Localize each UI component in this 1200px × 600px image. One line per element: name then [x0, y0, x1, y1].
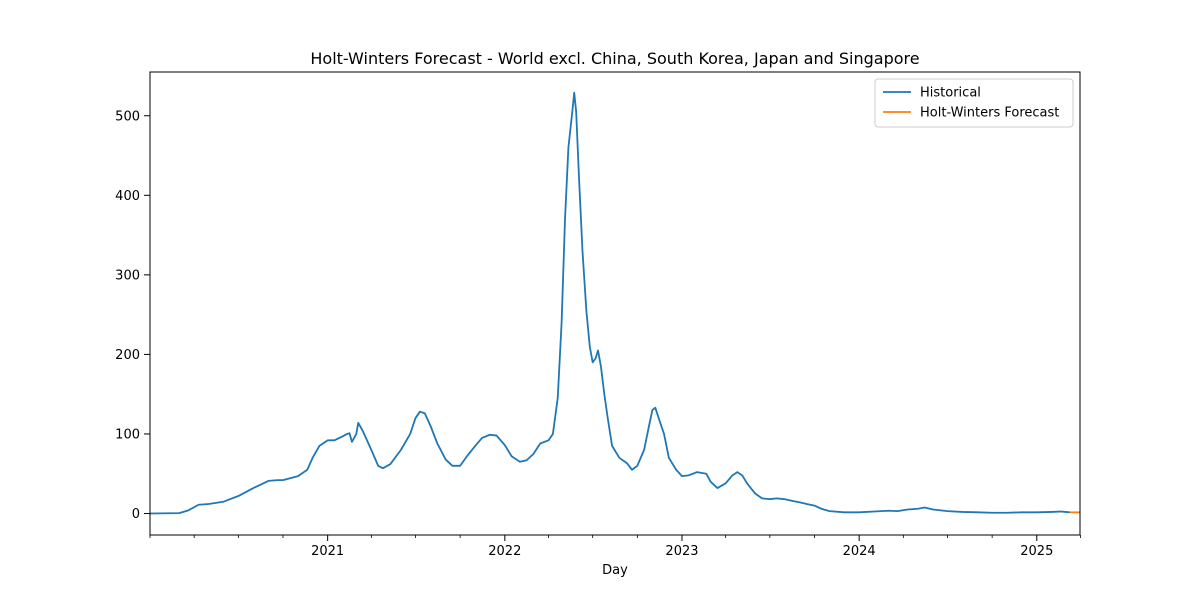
x-tick-label: 2024	[843, 544, 876, 559]
y-tick-label: 200	[115, 348, 140, 363]
y-tick-label: 500	[115, 109, 140, 124]
legend-label-0: Historical	[920, 86, 981, 101]
chart-title: Holt-Winters Forecast - World excl. Chin…	[310, 49, 919, 68]
x-axis-label: Day	[602, 563, 628, 578]
y-tick-label: 300	[115, 268, 140, 283]
series-line-0	[149, 91, 1070, 515]
x-tick-label: 2025	[1020, 544, 1053, 559]
legend-label-1: Holt-Winters Forecast	[920, 106, 1059, 121]
x-tick-label: 2021	[311, 544, 344, 559]
legend-box	[874, 78, 1074, 128]
plot-area	[149, 91, 1080, 515]
x-tick-label: 2022	[488, 544, 521, 559]
x-tick-label: 2023	[665, 544, 698, 559]
y-tick-label: 100	[115, 427, 140, 442]
y-tick-label: 400	[115, 189, 140, 204]
y-tick-label: 0	[132, 507, 140, 522]
legend: Historical Holt-Winters Forecast	[874, 78, 1074, 128]
y-axis: 0 100 200 300 400 500	[115, 109, 150, 522]
axes-frame	[149, 71, 1081, 536]
x-axis: 2021 2022 2023 2024 2025	[149, 535, 1081, 559]
